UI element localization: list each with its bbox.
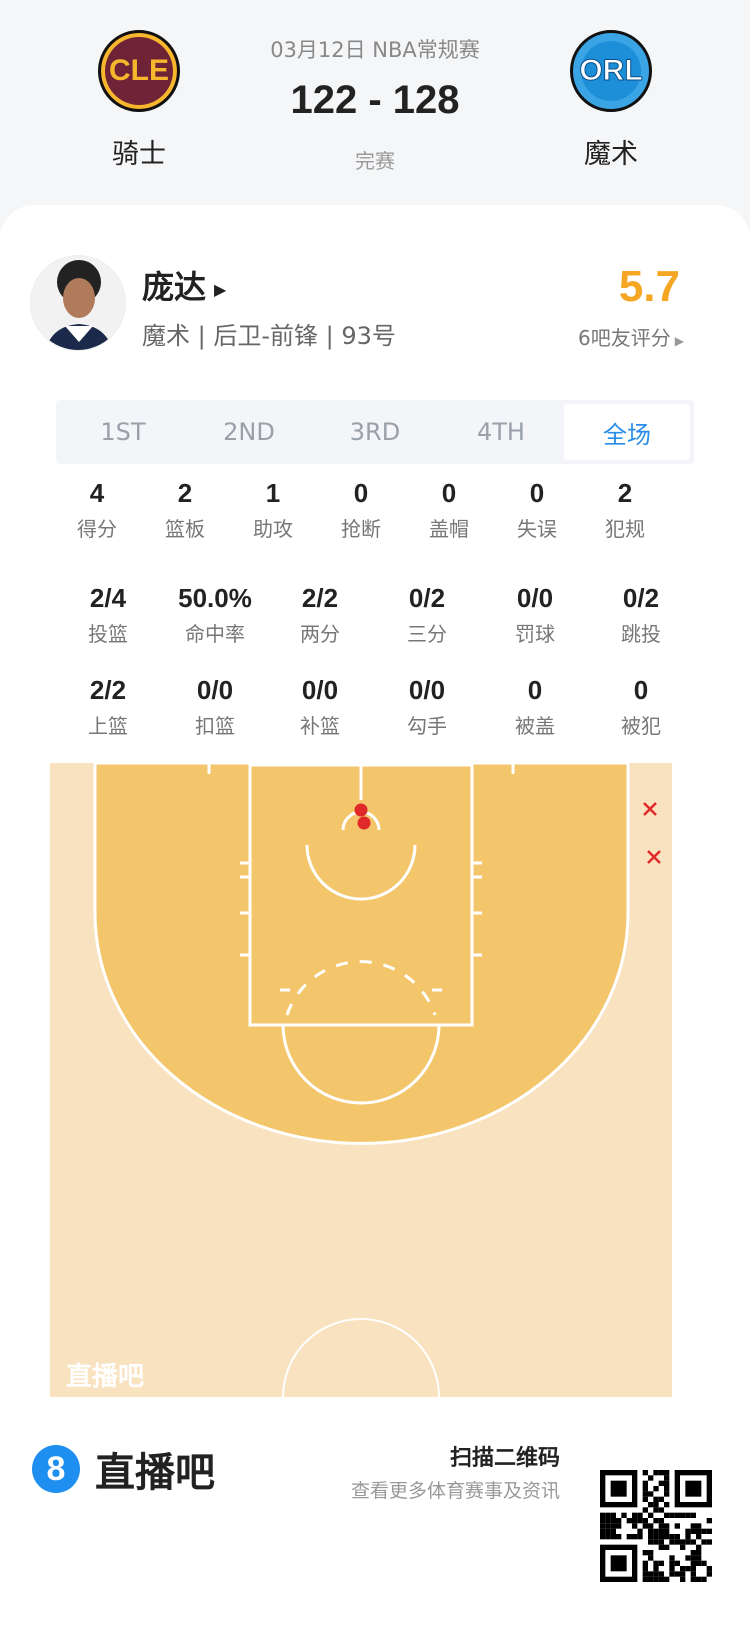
home-team-name: 骑士 bbox=[112, 139, 166, 170]
stat-item: 0/2 跳投 bbox=[591, 583, 691, 647]
stat-value: 2 bbox=[177, 478, 193, 508]
stat-item: 0 被犯 bbox=[591, 675, 691, 739]
stat-value: 0/0 bbox=[301, 675, 339, 705]
tab-3rd[interactable]: 3RD bbox=[349, 418, 401, 446]
stat-value: 1 bbox=[265, 478, 281, 508]
arrow-right-icon: ▶ bbox=[674, 334, 684, 348]
shot-chart: 直播吧 bbox=[50, 763, 672, 1397]
qr-title: 扫描二维码 bbox=[449, 1446, 560, 1471]
stat-label: 投篮 bbox=[88, 622, 128, 646]
stat-item: 0/2 三分 bbox=[377, 583, 477, 647]
stat-label: 失误 bbox=[517, 517, 557, 541]
stat-value: 50.0% bbox=[178, 583, 252, 613]
stat-value: 4 bbox=[89, 478, 105, 508]
stat-item: 2/2 两分 bbox=[270, 583, 370, 647]
stat-item: 0 抢断 bbox=[311, 478, 411, 542]
missed-shot-marker bbox=[643, 802, 657, 816]
stat-label: 盖帽 bbox=[429, 517, 469, 541]
stat-label: 勾手 bbox=[407, 714, 447, 738]
stat-label: 被犯 bbox=[621, 714, 661, 738]
player-photo-icon bbox=[45, 260, 113, 350]
stat-item: 2/4 投篮 bbox=[58, 583, 158, 647]
match-score: 122 - 128 bbox=[290, 78, 460, 122]
player-avatar[interactable] bbox=[30, 255, 126, 351]
away-abbr: ORL bbox=[579, 54, 643, 88]
stat-item: 2 犯规 bbox=[575, 478, 675, 542]
rating-link[interactable]: 6吧友评分 ▶ bbox=[578, 326, 684, 350]
watermark: 直播吧 bbox=[66, 1362, 144, 1392]
stat-label: 得分 bbox=[77, 517, 117, 541]
qr-code-icon[interactable] bbox=[600, 1470, 712, 1582]
stat-value: 0 bbox=[529, 478, 545, 508]
stat-label: 两分 bbox=[300, 622, 340, 646]
stat-item: 0/0 勾手 bbox=[377, 675, 477, 739]
play-arrow-icon: ▶ bbox=[214, 279, 227, 299]
stat-value: 2/4 bbox=[89, 583, 127, 613]
stat-value: 0 bbox=[441, 478, 457, 508]
stat-label: 犯规 bbox=[605, 517, 645, 541]
stat-item: 0 被盖 bbox=[485, 675, 585, 739]
stat-item: 2/2 上篮 bbox=[58, 675, 158, 739]
stat-value: 2/2 bbox=[89, 675, 127, 705]
away-team-name: 魔术 bbox=[584, 139, 638, 170]
stat-label: 被盖 bbox=[515, 714, 555, 738]
qr-subtitle: 查看更多体育赛事及资讯 bbox=[350, 1480, 560, 1502]
made-shot-marker bbox=[357, 816, 371, 830]
stat-item: 50.0% 命中率 bbox=[165, 583, 265, 647]
tab-1st[interactable]: 1ST bbox=[100, 418, 146, 446]
home-abbr: CLE bbox=[109, 54, 169, 87]
stat-value: 0/0 bbox=[408, 675, 446, 705]
stat-label: 补篮 bbox=[300, 714, 340, 738]
period-tabs: 1ST 2ND 3RD 4TH 全场 bbox=[56, 400, 694, 464]
tab-2nd[interactable]: 2ND bbox=[223, 418, 275, 446]
stat-item: 0/0 罚球 bbox=[485, 583, 585, 647]
player-info: 魔术 | 后卫-前锋 | 93号 bbox=[142, 322, 396, 350]
stat-label: 篮板 bbox=[165, 517, 205, 541]
three-point-area bbox=[93, 763, 630, 1145]
stat-value: 0 bbox=[527, 675, 543, 705]
match-date-league: 03月12日 NBA常规赛 bbox=[270, 38, 480, 62]
stat-label: 抢断 bbox=[341, 517, 381, 541]
stat-value: 0 bbox=[633, 675, 649, 705]
stat-item: 0/0 补篮 bbox=[270, 675, 370, 739]
missed-shot-marker bbox=[647, 850, 661, 864]
player-rating: 5.7 bbox=[618, 262, 680, 311]
cavaliers-logo[interactable]: CLE bbox=[98, 30, 180, 112]
stat-value: 2 bbox=[617, 478, 633, 508]
stat-label: 跳投 bbox=[621, 622, 661, 646]
stat-label: 助攻 bbox=[253, 517, 293, 541]
stat-item: 0 失误 bbox=[487, 478, 587, 542]
stat-item: 0 盖帽 bbox=[399, 478, 499, 542]
brand-name: 直播吧 bbox=[95, 1450, 215, 1496]
stat-label: 罚球 bbox=[515, 622, 555, 646]
stat-label: 三分 bbox=[407, 622, 447, 646]
tab-full-game[interactable]: 全场 bbox=[564, 404, 690, 460]
player-name[interactable]: 庞达 ▶ bbox=[142, 268, 227, 306]
tab-4th[interactable]: 4TH bbox=[477, 418, 525, 446]
brand-logo-icon: 8 bbox=[32, 1445, 80, 1493]
match-status: 完赛 bbox=[355, 149, 395, 173]
stat-value: 0/2 bbox=[408, 583, 446, 613]
stat-value: 0 bbox=[353, 478, 369, 508]
stat-value: 0/0 bbox=[516, 583, 554, 613]
stat-label: 上篮 bbox=[88, 714, 128, 738]
made-shot-marker bbox=[354, 803, 368, 817]
stat-label: 命中率 bbox=[185, 622, 245, 646]
court-lines bbox=[207, 763, 515, 1397]
stat-item: 1 助攻 bbox=[223, 478, 323, 542]
stat-item: 4 得分 bbox=[47, 478, 147, 542]
magic-logo[interactable]: ORL bbox=[570, 30, 652, 112]
stat-value: 0/0 bbox=[196, 675, 234, 705]
stat-value: 2/2 bbox=[301, 583, 339, 613]
stat-item: 0/0 扣篮 bbox=[165, 675, 265, 739]
stat-label: 扣篮 bbox=[195, 714, 235, 738]
stat-item: 2 篮板 bbox=[135, 478, 235, 542]
stat-value: 0/2 bbox=[622, 583, 660, 613]
